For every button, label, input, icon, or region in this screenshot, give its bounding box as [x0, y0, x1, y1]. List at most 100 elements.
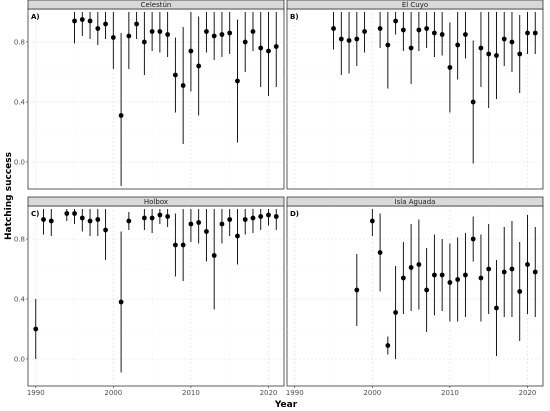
facet-panel: Holbox C) 0.0 0.4 0.8 1990 2000 2010 2020	[14, 196, 285, 397]
panels-group: Celestún A) 0.0 0.4 0.8 El Cuyo B) Holbox C) 0.0 0…	[14, 0, 544, 397]
data-point	[64, 211, 70, 216]
data-point	[126, 218, 132, 224]
data-point	[134, 21, 140, 27]
facet-strip	[286, 196, 544, 207]
data-point	[400, 27, 406, 33]
data-point	[338, 36, 344, 42]
x-tick-label: 2000	[363, 389, 381, 397]
data-point	[393, 18, 399, 24]
y-tick-label: 0.4	[14, 99, 26, 107]
data-point	[455, 277, 461, 282]
data-point	[385, 42, 391, 48]
data-point	[431, 30, 437, 36]
data-point	[478, 275, 484, 281]
data-point	[141, 215, 147, 221]
x-tick-label: 1990	[286, 389, 304, 397]
data-point	[266, 212, 271, 218]
data-point	[377, 250, 383, 255]
data-point	[126, 33, 132, 39]
data-point	[157, 212, 163, 218]
data-point	[354, 36, 360, 42]
data-point	[258, 214, 264, 219]
data-point	[227, 217, 233, 222]
data-point	[447, 65, 453, 70]
data-point	[517, 51, 523, 57]
data-point	[188, 221, 194, 227]
data-point	[400, 275, 406, 281]
data-point	[149, 29, 155, 34]
data-point	[165, 214, 171, 219]
data-point	[431, 272, 437, 278]
data-point	[273, 44, 279, 49]
panel-background	[27, 205, 285, 387]
data-point	[408, 45, 414, 51]
data-point	[525, 262, 530, 267]
x-tick-label: 2020	[519, 389, 537, 397]
data-point	[172, 72, 178, 78]
data-point	[439, 272, 445, 278]
data-point	[188, 48, 194, 54]
data-point	[219, 221, 225, 227]
data-point	[103, 227, 108, 233]
data-point	[118, 299, 124, 305]
data-point	[501, 269, 507, 275]
data-point	[424, 26, 430, 31]
data-point	[196, 220, 202, 225]
data-point	[157, 29, 163, 34]
data-point	[532, 30, 538, 36]
data-point	[346, 38, 352, 43]
data-point	[118, 113, 124, 118]
facet-strip-label: Isla Aguada	[395, 198, 436, 206]
data-point	[385, 343, 391, 348]
y-tick-label: 0.4	[14, 296, 26, 304]
data-point	[525, 30, 530, 36]
data-point	[41, 217, 46, 222]
x-tick-label: 2010	[441, 389, 459, 397]
data-point	[95, 217, 101, 222]
data-point	[494, 305, 499, 311]
y-tick-label: 0.0	[14, 356, 25, 364]
x-axis-title: Year	[274, 400, 298, 410]
data-point	[486, 51, 492, 57]
data-point	[470, 99, 476, 105]
facet-panel: Celestún A) 0.0 0.4 0.8	[14, 0, 285, 190]
data-point	[235, 233, 240, 239]
facet-strip-label: Holbox	[144, 198, 168, 206]
data-point	[455, 42, 461, 48]
data-point	[79, 17, 85, 22]
data-point	[266, 48, 271, 54]
facet-panel: Isla Aguada D) 1990 2000 2010 2020	[286, 196, 544, 397]
data-point	[79, 215, 85, 221]
data-point	[211, 33, 217, 39]
panel-background	[27, 8, 285, 190]
data-point	[408, 265, 414, 270]
data-point	[273, 214, 279, 219]
data-point	[509, 266, 515, 272]
data-point	[72, 18, 77, 24]
data-point	[501, 36, 507, 42]
data-point	[416, 262, 422, 267]
data-point	[250, 215, 256, 221]
data-point	[463, 32, 468, 37]
data-point	[204, 229, 209, 234]
data-point	[219, 32, 225, 37]
data-point	[204, 29, 209, 34]
panel-label: C)	[31, 210, 39, 218]
data-point	[87, 18, 93, 24]
facet-strip	[27, 196, 285, 207]
panel-label: B)	[290, 13, 299, 21]
data-point	[235, 78, 240, 84]
data-point	[180, 83, 186, 88]
data-point	[478, 45, 484, 51]
data-point	[48, 218, 54, 224]
data-point	[532, 269, 538, 275]
data-point	[110, 35, 116, 40]
facet-strip	[27, 0, 285, 10]
data-point	[416, 27, 422, 33]
data-point	[103, 21, 108, 27]
panel-label: D)	[290, 210, 299, 218]
x-tick-label: 2020	[260, 389, 278, 397]
data-point	[377, 26, 383, 31]
data-point	[424, 287, 430, 293]
